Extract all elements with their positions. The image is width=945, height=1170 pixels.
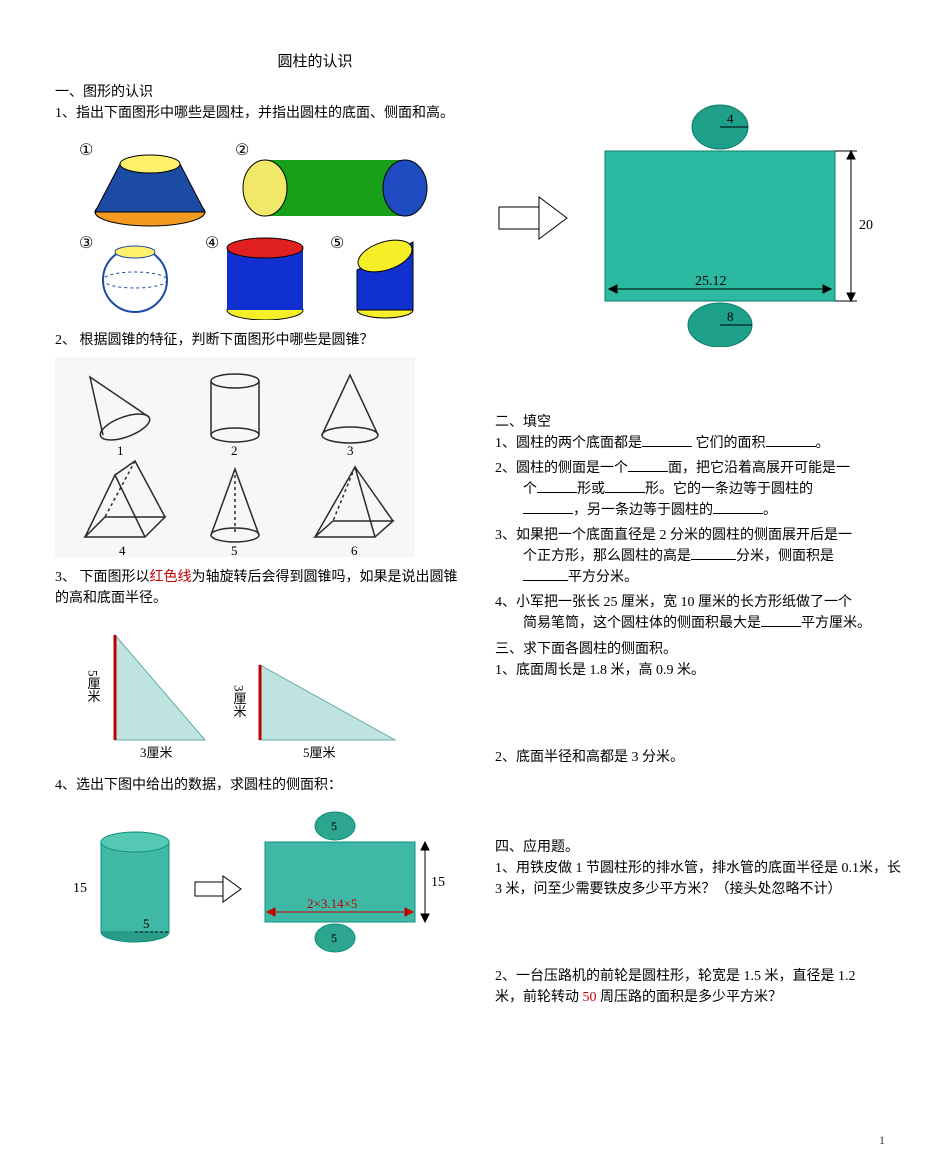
u2-top-r: 4 <box>727 111 734 126</box>
r-q1: 1、圆柱的两个底面都是 它们的面积 。 <box>495 433 905 454</box>
figure-unfold-1: 5 15 5 5 2×3.14×5 <box>55 802 465 962</box>
figure-shapes-5: ① ② ③ ④ ⑤ <box>55 130 465 320</box>
unf-w: 2×3.14×5 <box>307 896 357 911</box>
r-q2b: 面，把它沿着高展开可能是一 <box>668 461 850 476</box>
r-q1b: 它们的面积 <box>696 436 766 451</box>
arrow-icon <box>195 876 241 902</box>
blank <box>691 546 736 560</box>
triangles-svg: 5厘米 3厘米 3厘米 5厘米 <box>55 615 415 765</box>
r-q4b: 简易笔筒，这个圆柱体的侧面积最大是 <box>523 616 761 631</box>
cone-label-1: 1 <box>117 443 124 458</box>
r-q4a: 4、小军把一张长 25 厘米，宽 10 厘米的长方形纸做了一个 <box>495 595 852 610</box>
cone-label-4: 4 <box>119 543 126 557</box>
figure-unfold-2: 4 8 25.12 <box>495 97 905 347</box>
blank <box>523 567 568 581</box>
s4-q2a: 2、一台压路机的前轮是圆柱形，轮宽是 1.5 米，直径是 1.2 <box>495 969 856 984</box>
unfold1-svg: 5 15 5 5 2×3.14×5 <box>55 802 455 962</box>
r-q3c: 分米，侧面积是 <box>736 549 834 564</box>
unf-bot-r: 5 <box>331 931 337 945</box>
q3-red: 红色线 <box>150 570 192 585</box>
q1-text: 1、指出下面图形中哪些是圆柱，并指出圆柱的底面、侧面和高。 <box>55 103 465 124</box>
r-q2e: 形。它的一条边等于圆柱的 <box>645 482 813 497</box>
q3-text: 3、 下面图形以红色线为轴旋转后会得到圆锥吗，如果是说出圆锥的高和底面半径。 <box>55 567 465 609</box>
blank <box>523 500 573 514</box>
unf-top-r: 5 <box>331 819 337 833</box>
r-q4c: 平方厘米。 <box>801 616 871 631</box>
r-q2a: 2、圆柱的侧面是一个 <box>495 461 628 476</box>
section-3-head: 三、求下面各圆柱的侧面积。 <box>495 638 905 658</box>
q3-a: 3、 下面图形以 <box>55 570 150 585</box>
q4-text: 4、选出下图中给出的数据，求圆柱的侧面积： <box>55 775 465 796</box>
unf-h: 15 <box>431 875 445 890</box>
label-5: ⑤ <box>330 235 344 252</box>
r-q3b: 个正方形，那么圆柱的高是 <box>523 549 691 564</box>
s3-q2: 2、底面半径和高都是 3 分米。 <box>495 747 905 768</box>
section-1-head: 一、图形的认识 <box>55 81 465 101</box>
cyl-h: 15 <box>73 881 87 896</box>
two-column-layout: 一、图形的认识 1、指出下面图形中哪些是圆柱，并指出圆柱的底面、侧面和高。 ① … <box>55 77 890 1012</box>
cone-label-5: 5 <box>231 543 238 557</box>
r-q3d: 平方分米。 <box>568 570 638 585</box>
section-2-head: 二、填空 <box>495 411 905 431</box>
r-q2f: ，另一条边等于圆柱的 <box>573 503 713 518</box>
u2-w: 25.12 <box>695 274 727 289</box>
tri2-b: 5厘米 <box>303 745 336 760</box>
r-q1a: 1、圆柱的两个底面都是 <box>495 436 642 451</box>
section-4-head: 四、应用题。 <box>495 836 905 856</box>
s4-q2c: 周压路的面积是多少平方米？ <box>600 990 782 1005</box>
s3-q1: 1、底面周长是 1.8 米，高 0.9 米。 <box>495 660 905 681</box>
r-q1c: 。 <box>816 436 830 451</box>
blank <box>628 458 668 472</box>
r-q4: 4、小军把一张长 25 厘米，宽 10 厘米的长方形纸做了一个 简易笔筒，这个圆… <box>495 592 905 634</box>
figure-cones-6: 1 2 3 <box>55 357 465 557</box>
tri1-h: 5厘米 <box>86 670 101 703</box>
figure-triangles: 5厘米 3厘米 3厘米 5厘米 <box>55 615 465 765</box>
s4-q1: 1、用铁皮做 1 节圆柱形的排水管，排水管的底面半径是 0.1米，长 3 米，问… <box>495 858 905 900</box>
r-q2c: 个 <box>523 482 537 497</box>
r-q3: 3、如果把一个底面直径是 2 分米的圆柱的侧面展开后是一 个正方形，那么圆柱的高… <box>495 525 905 588</box>
label-3: ③ <box>79 235 93 252</box>
s4-q2: 2、一台压路机的前轮是圆柱形，轮宽是 1.5 米，直径是 1.2 米，前轮转动 … <box>495 966 905 1008</box>
r-q2d: 形或 <box>577 482 605 497</box>
blank <box>713 500 763 514</box>
page-title: 圆柱的认识 <box>55 50 455 71</box>
s4-q2red: 50 <box>579 990 600 1005</box>
u2-bot-r: 8 <box>727 309 734 324</box>
label-1: ① <box>79 142 93 159</box>
u2-h: 20 <box>859 218 873 233</box>
cone-label-2: 2 <box>231 443 238 458</box>
r-q2: 2、圆柱的侧面是一个面，把它沿着高展开可能是一 个形或形。它的一条边等于圆柱的 … <box>495 458 905 521</box>
blank <box>537 479 577 493</box>
blank <box>761 613 801 627</box>
q2-text: 2、 根据圆锥的特征，判断下面图形中哪些是圆锥？ <box>55 330 465 351</box>
cone-label-6: 6 <box>351 543 358 557</box>
cones-svg: 1 2 3 <box>55 357 415 557</box>
cyl-r: 5 <box>143 916 150 931</box>
blank <box>605 479 645 493</box>
r-q2g: 。 <box>763 503 777 518</box>
shapes-svg: ① ② ③ ④ ⑤ <box>55 130 445 320</box>
label-4: ④ <box>205 235 219 252</box>
arrow-icon-2 <box>499 197 567 239</box>
page-number: 1 <box>879 1133 885 1148</box>
tri1-b: 3厘米 <box>140 745 173 760</box>
r-q3a: 3、如果把一个底面直径是 2 分米的圆柱的侧面展开后是一 <box>495 528 852 543</box>
blank <box>766 433 816 447</box>
tri2-h: 3厘米 <box>232 685 247 718</box>
label-2: ② <box>235 142 249 159</box>
blank <box>642 433 692 447</box>
cone-label-3: 3 <box>347 443 354 458</box>
s4-q2b: 米，前轮转动 <box>495 990 579 1005</box>
left-column: 一、图形的认识 1、指出下面图形中哪些是圆柱，并指出圆柱的底面、侧面和高。 ① … <box>55 77 465 1012</box>
right-column: 4 8 25.12 <box>495 77 905 1012</box>
unfold2-svg: 4 8 25.12 <box>495 97 895 347</box>
